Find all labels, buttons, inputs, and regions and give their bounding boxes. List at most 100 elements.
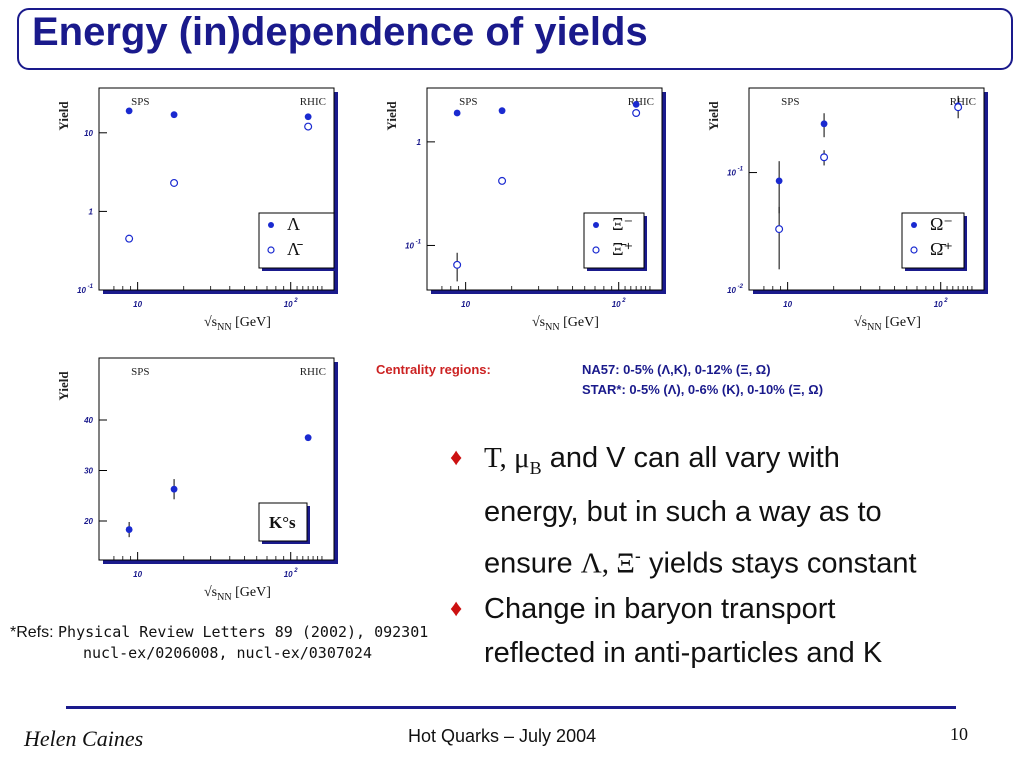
references: *Refs: Physical Review Letters 89 (2002)… xyxy=(10,622,428,664)
legend-marker xyxy=(593,222,599,228)
bullet-item: ♦ T, μB and V can all vary with energy, … xyxy=(450,436,1010,585)
data-point xyxy=(954,103,963,112)
y-axis-label: Yield xyxy=(56,371,71,401)
centrality-na57: NA57: 0-5% (Λ,K), 0-12% (Ξ, Ω) xyxy=(582,362,771,377)
chart-svg: Yield SPS RHIC 10 -1 1 10 10 10 2 √sNN [GeV] Λ Λ̄ xyxy=(56,87,338,333)
y-tick-label: 40 xyxy=(83,416,93,425)
legend-box xyxy=(901,212,965,269)
data-point xyxy=(304,122,313,131)
diamond-bullet-icon: ♦ xyxy=(450,444,463,471)
data-point xyxy=(498,107,506,115)
footer-author: Helen Caines xyxy=(24,726,144,751)
y-tick-label: 30 xyxy=(84,467,93,476)
footer-divider xyxy=(66,706,956,709)
x-axis-label: √sNN [GeV] xyxy=(204,585,271,603)
centrality-star: STAR*: 0-5% (Λ), 0-6% (K), 0-10% (Ξ, Ω) xyxy=(582,382,824,397)
x-tick-label: 10 2 xyxy=(934,298,949,309)
bullet-text: Change in baryon transport xyxy=(484,593,836,626)
chart-svg: Yield SPS RHIC 10 -1 1 10 10 2 √sNN [GeV] Ξ⁻ Ξ̄⁺ xyxy=(384,87,666,333)
x-axis-label: √sNN [GeV] xyxy=(532,315,599,333)
data-point xyxy=(775,177,783,185)
bullet-text: energy, but in such a way as to xyxy=(484,495,882,528)
y-tick-label: 20 xyxy=(83,517,93,526)
title-frame xyxy=(17,8,1013,70)
plot-lambda: Yield SPS RHIC 10 -1 1 10 10 10 2 √sNN [GeV] Λ Λ̄ xyxy=(44,80,344,333)
y-axis-label: Yield xyxy=(706,101,721,131)
bullet-superscript: - xyxy=(634,545,641,566)
region-label-rhic: RHIC xyxy=(628,96,654,108)
legend-marker xyxy=(268,222,274,228)
data-point xyxy=(170,178,179,187)
region-label-sps: SPS xyxy=(131,96,149,108)
refs-line: nucl-ex/0206008, nucl-ex/0307024 xyxy=(83,644,372,662)
plot-xi: Yield SPS RHIC 10 -1 1 10 10 2 √sNN [GeV] Ξ⁻ Ξ̄⁺ xyxy=(372,80,672,333)
bullet-item: ♦ Change in baryon transport reflected i… xyxy=(450,587,1010,675)
data-point xyxy=(125,526,133,533)
legend-box xyxy=(258,502,308,542)
region-label-sps: SPS xyxy=(459,96,477,108)
bullet-text: and V can all vary with xyxy=(541,442,840,474)
bullet-text: yields stays constant xyxy=(640,547,917,580)
legend-label: Ω⁻ xyxy=(930,214,953,234)
plot-kaon: Yield SPS RHIC 20 30 40 10 10 2 √sNN [GeV] K°s xyxy=(44,350,344,603)
y-tick-label: 10 -1 xyxy=(727,167,744,178)
diamond-bullet-icon: ♦ xyxy=(450,595,463,623)
x-tick-label: 10 xyxy=(783,300,792,309)
data-point xyxy=(304,434,312,442)
data-point xyxy=(125,234,134,243)
region-label-rhic: RHIC xyxy=(950,96,976,108)
bullet-text: reflected in anti-particles and K xyxy=(484,637,883,670)
legend-label: K°s xyxy=(269,513,296,532)
refs-line: Physical Review Letters 89 (2002), 09230… xyxy=(58,623,429,641)
chart-svg: Yield SPS RHIC 20 30 40 10 10 2 √sNN [GeV] K°s xyxy=(56,357,338,603)
x-axis-label: √sNN [GeV] xyxy=(854,315,921,333)
legend-marker xyxy=(592,246,600,254)
x-tick-label: 10 2 xyxy=(612,298,627,309)
refs-label: *Refs: xyxy=(10,624,59,641)
data-point xyxy=(632,108,641,117)
data-point xyxy=(304,113,312,121)
x-tick-label: 10 xyxy=(133,570,142,579)
x-tick-label: 10 xyxy=(133,300,142,309)
legend-label: Λ xyxy=(287,214,300,234)
y-tick-label: 10 -2 xyxy=(727,284,744,295)
bullet-greek: Λ, Ξ xyxy=(580,547,635,580)
y-axis-label: Yield xyxy=(56,101,71,131)
data-point xyxy=(632,100,640,108)
x-tick-label: 10 2 xyxy=(284,298,299,309)
slide-title: Energy (in)dependence of yields xyxy=(32,10,648,54)
data-point xyxy=(125,107,133,115)
data-point xyxy=(820,153,829,162)
x-tick-label: 10 xyxy=(461,300,470,309)
data-point xyxy=(170,485,178,493)
x-axis-label: √sNN [GeV] xyxy=(204,315,271,333)
data-point xyxy=(498,176,507,185)
legend-label: Ω̄⁺ xyxy=(930,239,953,259)
legend-marker xyxy=(910,246,918,254)
y-tick-label: 10 -1 xyxy=(405,239,422,250)
legend-marker xyxy=(911,222,917,228)
y-tick-label: 1 xyxy=(417,138,422,147)
region-label-sps: SPS xyxy=(781,96,799,108)
data-point xyxy=(775,225,784,234)
region-label-sps: SPS xyxy=(131,366,149,378)
centrality-label: Centrality regions: xyxy=(376,362,491,377)
x-tick-label: 10 2 xyxy=(284,568,299,579)
bullet-symbols: T, μ xyxy=(484,442,530,474)
y-tick-label: 10 -1 xyxy=(77,284,94,295)
bullet-list: ♦ T, μB and V can all vary with energy, … xyxy=(450,436,1010,677)
footer-event: Hot Quarks – July 2004 xyxy=(408,726,597,746)
y-tick-label: 10 xyxy=(84,129,93,138)
legend-marker xyxy=(267,246,275,254)
region-label-rhic: RHIC xyxy=(300,96,326,108)
data-point xyxy=(453,260,462,269)
data-point xyxy=(170,111,178,119)
legend-label: Ξ⁻ xyxy=(612,214,633,234)
data-point xyxy=(820,120,828,128)
chart-svg: Yield SPS RHIC 10 -2 10 -1 10 10 2 √sNN [GeV] Ω⁻… xyxy=(706,87,988,333)
data-point xyxy=(453,109,461,117)
y-axis-label: Yield xyxy=(384,101,399,131)
legend-box xyxy=(583,212,645,269)
plot-omega: Yield SPS RHIC 10 -2 10 -1 10 10 2 √sNN [GeV] Ω⁻… xyxy=(694,80,994,333)
region-label-rhic: RHIC xyxy=(300,366,326,378)
